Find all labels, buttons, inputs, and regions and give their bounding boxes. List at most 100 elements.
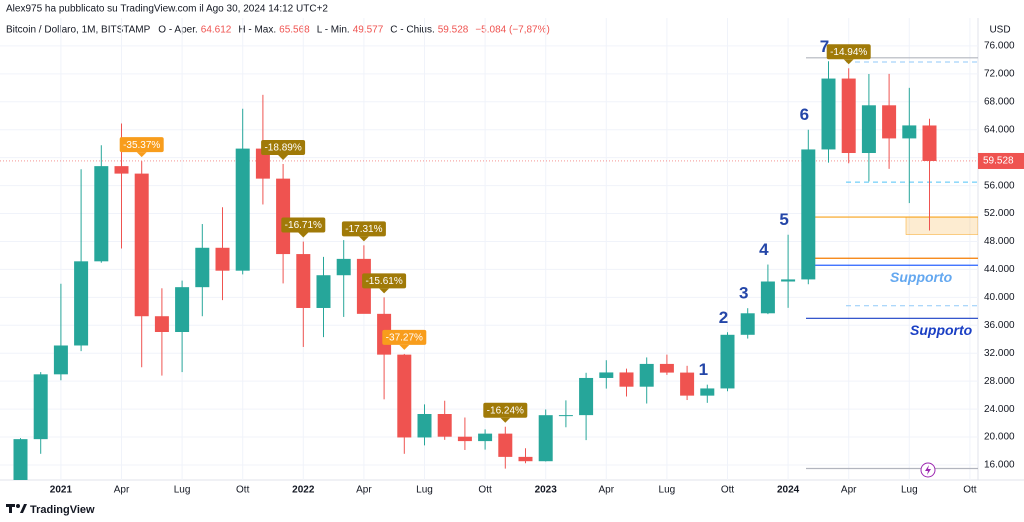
wave-label: 3 <box>739 284 748 303</box>
candle-body <box>760 281 775 314</box>
y-tick-label: 44.000 <box>984 264 1015 275</box>
candle-body <box>13 439 28 480</box>
support-label: Supporto <box>910 322 973 338</box>
candle-body <box>619 372 634 387</box>
candle-body <box>599 372 614 378</box>
change-tag-box <box>362 273 407 289</box>
change-tag-pointer <box>399 344 410 350</box>
x-tick-label: Ott <box>963 485 977 496</box>
change-tag-box <box>826 44 871 60</box>
x-tick-label: Apr <box>114 485 130 496</box>
last-price-tag <box>978 152 1024 169</box>
candle-body <box>235 148 250 271</box>
change-tag: -35.37% <box>119 137 164 158</box>
y-tick-label: 28.000 <box>984 376 1015 387</box>
x-tick-label: Apr <box>841 485 857 496</box>
candle-body <box>538 415 553 462</box>
x-tick-label: Lug <box>416 485 433 496</box>
change-tag-text: -16.24% <box>487 405 524 416</box>
candle-body <box>94 166 109 262</box>
change-tag-text: -35.37% <box>123 140 160 151</box>
candle-body <box>801 149 816 280</box>
y-tick-label: 32.000 <box>984 348 1015 359</box>
candle-body <box>558 415 573 417</box>
change-tag-pointer <box>298 232 309 238</box>
ohlc-value: 59.528 <box>438 25 469 36</box>
x-tick-label: 2024 <box>777 485 800 496</box>
x-tick-label: Ott <box>478 485 492 496</box>
zone <box>905 216 978 235</box>
x-tick-label: Lug <box>659 485 676 496</box>
y-tick-label: 20.000 <box>984 432 1015 443</box>
change-tag-box <box>382 329 427 345</box>
change-tag-box <box>261 139 306 155</box>
candle-body <box>417 414 432 438</box>
candle-body <box>336 258 351 276</box>
wave-label: 6 <box>800 105 809 124</box>
tradingview-logo <box>6 504 27 513</box>
support-label: Supporto <box>890 269 953 285</box>
change-tag-text: -15.61% <box>365 276 402 287</box>
candle-body <box>154 316 169 333</box>
event-icon-bolt <box>925 465 931 475</box>
change-tag-box <box>483 402 528 418</box>
candle-body <box>579 377 594 416</box>
y-tick-label: 48.000 <box>984 236 1015 247</box>
publisher-line: Alex975 ha pubblicato su TradingView.com… <box>6 4 328 15</box>
plot-area <box>0 57 978 480</box>
change-tag-pointer <box>358 236 369 242</box>
change-tag-text: -37.27% <box>386 333 423 344</box>
legend-line: Bitcoin / Dollaro, 1M, BITSTAMP O - Aper.… <box>6 25 550 36</box>
change-tag: -16.71% <box>281 217 326 238</box>
ohlc-value: 64.612 <box>201 25 232 36</box>
symbol: Bitcoin / Dollaro, 1M, BITSTAMP <box>6 25 151 36</box>
candle-body <box>478 433 493 442</box>
change-tag-text: -17.31% <box>345 224 382 235</box>
candle-body <box>781 279 796 282</box>
ohlc-value: 65.568 <box>279 25 310 36</box>
change-tag-pointer <box>500 417 511 423</box>
ohlc-name: L - Min. <box>317 25 350 36</box>
candle-body <box>922 125 937 161</box>
candle-body <box>397 354 412 438</box>
y-tick-label: 72.000 <box>984 69 1015 80</box>
y-tick-label: 68.000 <box>984 96 1015 107</box>
x-tick-label: Apr <box>599 485 615 496</box>
ohlc-value: 49.577 <box>353 25 384 36</box>
change-tag-text: -14.94% <box>830 47 867 58</box>
x-tick-label: Ott <box>236 485 250 496</box>
candle-body <box>700 388 715 396</box>
candle-body <box>659 363 674 373</box>
candle-body <box>134 173 149 317</box>
candle-body <box>902 125 917 139</box>
y-tick-label: 24.000 <box>984 404 1015 415</box>
candle-body <box>33 374 48 440</box>
candle-body <box>498 433 513 457</box>
ohlc-name: H - Max. <box>238 25 276 36</box>
candle-body <box>639 363 654 387</box>
annotations: 16.000 20.000 24.000 28.000 32.000 36.000 40.0… <box>50 37 1024 496</box>
x-tick-label: 2023 <box>535 485 558 496</box>
footer-brand: TradingView <box>30 504 95 516</box>
candle-body <box>680 372 695 396</box>
candle-body <box>740 313 755 335</box>
candle-body <box>861 105 876 154</box>
wave-label: 1 <box>699 360 708 379</box>
y-tick-label: 40.000 <box>984 292 1015 303</box>
change-tag-box <box>341 221 386 237</box>
candle-body <box>74 261 89 346</box>
change-tag: -14.94% <box>826 44 871 65</box>
y-tick-label: 36.000 <box>984 320 1015 331</box>
ohlc-name: O - Aper. <box>158 25 197 36</box>
y-tick-label: 64.000 <box>984 124 1015 135</box>
change-tag-pointer <box>136 152 147 158</box>
change-tag-pointer <box>379 288 390 294</box>
candle-body <box>255 148 270 179</box>
candle-body <box>316 275 331 308</box>
y-tick-label: 52.000 <box>984 208 1015 219</box>
candle-body <box>882 105 897 139</box>
candle-body <box>841 78 856 154</box>
change-tag: -18.89% <box>261 139 306 160</box>
